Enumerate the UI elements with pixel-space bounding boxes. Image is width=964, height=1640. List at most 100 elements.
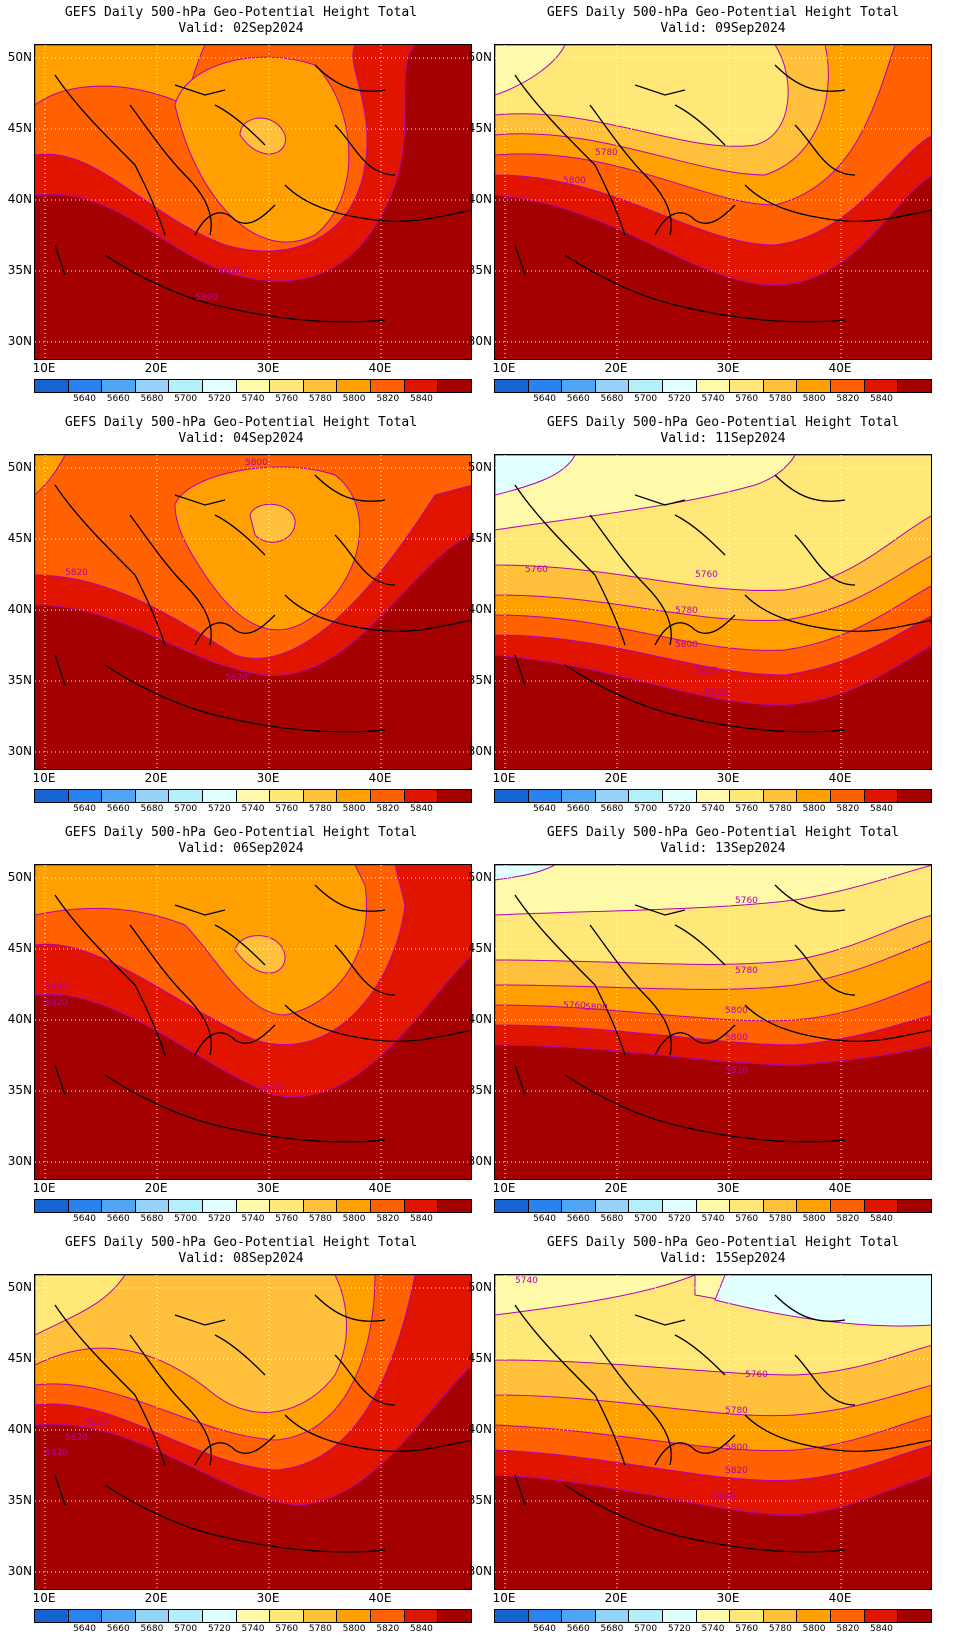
colorbar-label: 5660 [106,1214,130,1224]
longitude-label: 10E [492,1181,516,1195]
contour-label: 5800 [675,640,698,650]
colorbar-label: 5740 [241,804,265,814]
longitude-label: 20E [604,1181,628,1195]
colorbar-swatch [495,380,529,392]
colorbar-label: 5680 [140,394,164,404]
colorbar-label: 5840 [410,804,433,814]
colorbar-swatch [337,1610,372,1622]
colorbar-label: 5660 [106,394,130,404]
map-panel-08sep: GEFS Daily 500-hPa Geo-Potential Height … [0,1230,482,1640]
colorbar-swatch [595,1610,630,1622]
colorbar-swatch [629,380,664,392]
latitude-label: 30N [467,334,492,348]
contour-label: 5760 [525,565,548,575]
latitude-label: 50N [7,460,32,474]
colorbar-label: 5640 [73,804,96,814]
latitude-label: 35N [7,1083,32,1097]
colorbar-label: 5680 [140,804,164,814]
colorbar-label: 5720 [667,1624,691,1634]
contour-label: 5760 [563,1001,586,1011]
height-map: 5760 5760 5780 5800 5800 5800 5820 [494,864,932,1180]
latitude-label: 45N [467,941,492,955]
colorbar-label: 5780 [308,804,332,814]
panel-valid-date: Valid: 11Sep2024 [660,431,786,446]
contour-label: 5820 [195,293,218,303]
colorbar-swatch [169,1200,204,1212]
longitude-label: 30E [716,361,740,375]
colorbar-swatch [135,790,170,802]
colorbar-label: 5740 [241,394,265,404]
panel-valid-date: Valid: 04Sep2024 [178,431,304,446]
longitude-label: 20E [604,361,628,375]
contour-label: 5820 [725,1066,748,1076]
colorbar-swatch [696,790,731,802]
colorbar-label: 5640 [533,1214,556,1224]
colorbar-label: 5640 [533,394,556,404]
colorbar-label: 5720 [207,394,231,404]
latitude-label: 50N [7,870,32,884]
panel-title: GEFS Daily 500-hPa Geo-Potential Height … [546,5,900,20]
colorbar-swatch [696,380,731,392]
colorbar-swatch [528,790,563,802]
height-band [35,455,66,496]
colorbar-label: 5820 [376,394,400,404]
longitude-label: 30E [716,1181,740,1195]
colorbar-label: 5700 [634,394,658,404]
colorbar-swatch [203,790,237,802]
colorbar-label: 5680 [600,1624,624,1634]
colorbar-swatch [562,790,596,802]
contour-label: 5820 [65,1433,88,1443]
colorbar-label: 5780 [308,1624,332,1634]
latitude-label: 45N [467,531,492,545]
colorbar-label: 5840 [410,394,433,404]
colorbar-label: 5800 [802,394,826,404]
contour-label: 5740 [515,1276,538,1286]
colorbar-swatch [270,1200,304,1212]
latitude-label: 50N [7,50,32,64]
colorbar-swatch [864,1610,899,1622]
panel-valid-date: Valid: 15Sep2024 [660,1251,786,1266]
colorbar-swatch [438,790,471,802]
coastline [54,1294,471,1553]
latitude-label: 30N [7,744,32,758]
colorbar-label: 5760 [275,394,299,404]
contour-label: 5820 [45,983,68,993]
colorbar-label: 5740 [701,394,725,404]
panel-valid-date: Valid: 02Sep2024 [178,21,304,36]
colorbar-swatch [864,790,899,802]
colorbar-swatch [35,790,69,802]
colorbar-label: 5760 [275,1214,299,1224]
panel-title: GEFS Daily 500-hPa Geo-Potential Height … [64,1235,418,1250]
colorbar-label: 5800 [342,804,366,814]
colorbar-label: 5680 [140,1214,164,1224]
colorbar-swatch [831,380,865,392]
height-map: 5820 5820 [34,44,472,360]
colorbar-swatch [135,1200,170,1212]
colorbar-label: 5760 [735,394,759,404]
panel-title: GEFS Daily 500-hPa Geo-Potential Height … [64,825,418,840]
colorbar-swatch [495,1610,529,1622]
colorbar-label: 5820 [836,804,860,814]
longitude-label: 20E [144,1181,168,1195]
colorbar-label: 5740 [701,804,725,814]
colorbar-label: 5700 [634,804,658,814]
colorbar-label: 5760 [275,804,299,814]
colorbar-swatch [730,1610,764,1622]
colorbar-label: 5760 [275,1624,299,1634]
colorbar-label: 5840 [410,1214,433,1224]
coastline [54,884,471,1143]
colorbar-swatch [898,1200,931,1212]
height-band [239,117,286,155]
colorbar-swatch [236,1200,271,1212]
colorbar-label: 5820 [836,1214,860,1224]
map-panel-04sep: GEFS Daily 500-hPa Geo-Potential Height … [0,410,482,820]
longitude-label: 30E [256,771,280,785]
colorbar-swatch [797,1200,832,1212]
latitude-label: 50N [467,50,492,64]
colorbar-swatch [898,790,931,802]
longitude-label: 40E [368,1591,392,1605]
latitude-label: 35N [467,263,492,277]
colorbar-label: 5840 [870,804,893,814]
longitude-label: 40E [828,1181,852,1195]
colorbar-swatch [562,1610,596,1622]
